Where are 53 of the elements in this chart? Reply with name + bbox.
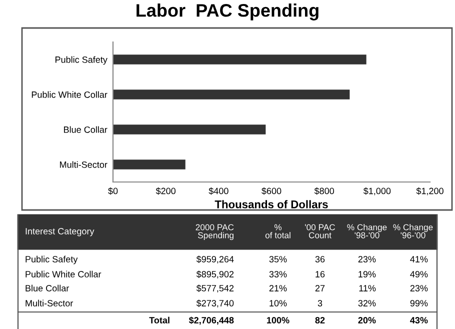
text: $959,264 [196,256,234,264]
text: $577,542 [196,284,234,292]
y-tick-label: Public White Collar [32,91,108,98]
text: 35% [269,256,287,262]
chart-title: Labor PAC Spending [136,4,318,20]
y-tick-label: Public Safety [55,56,108,65]
text: $273,740 [196,300,234,308]
text: 36 [315,256,325,262]
x-tick-label: $1,000 [363,187,391,196]
bar [113,90,350,100]
text: 20% [358,317,376,324]
text: 99% [410,300,428,306]
text: 21% [269,285,287,292]
y-tick-label: Blue Collar [64,126,108,133]
text: 11% [359,285,376,292]
text: 23% [358,256,376,262]
text: % Change '96-'00 [393,224,433,238]
text: Interest Category [26,228,94,236]
text: $895,902 [196,270,234,278]
x-axis-title: Thousands of Dollars [214,200,328,208]
text: '00 PAC Count [305,224,336,238]
text: Total [149,316,170,324]
text: Public Safety [26,256,78,264]
text: 82 [315,317,325,324]
bar [113,54,366,64]
text: 41% [410,256,428,262]
text: Blue Collar [26,284,70,292]
x-tick-label: $1,200 [416,187,444,196]
x-tick-label: $800 [314,187,334,195]
text: $2,706,448 [188,316,234,325]
text: % of total [265,224,290,238]
bar [113,160,186,170]
x-tick-label: $0 [108,187,118,195]
text: 49% [410,271,428,278]
bar [113,124,266,134]
y-tick-label: Multi-Sector [60,161,108,168]
text: 33% [269,271,287,278]
x-tick-label: $600 [262,187,282,195]
text: % Change '98-'00 [347,224,387,238]
text: 10% [270,300,287,306]
text: 43% [410,317,428,324]
text: 23% [410,285,428,292]
text: 100% [267,317,290,324]
text: 27 [315,285,325,292]
x-tick-label: $200 [156,187,176,195]
text: 32% [358,300,376,306]
x-tick-label: $400 [208,187,228,195]
text: 3 [318,300,322,306]
text: 19% [358,271,376,278]
text: Multi-Sector [26,300,74,306]
text: 2000 PAC Spending [196,224,234,240]
text: 16 [316,271,325,278]
text: Public White Collar [26,270,102,278]
